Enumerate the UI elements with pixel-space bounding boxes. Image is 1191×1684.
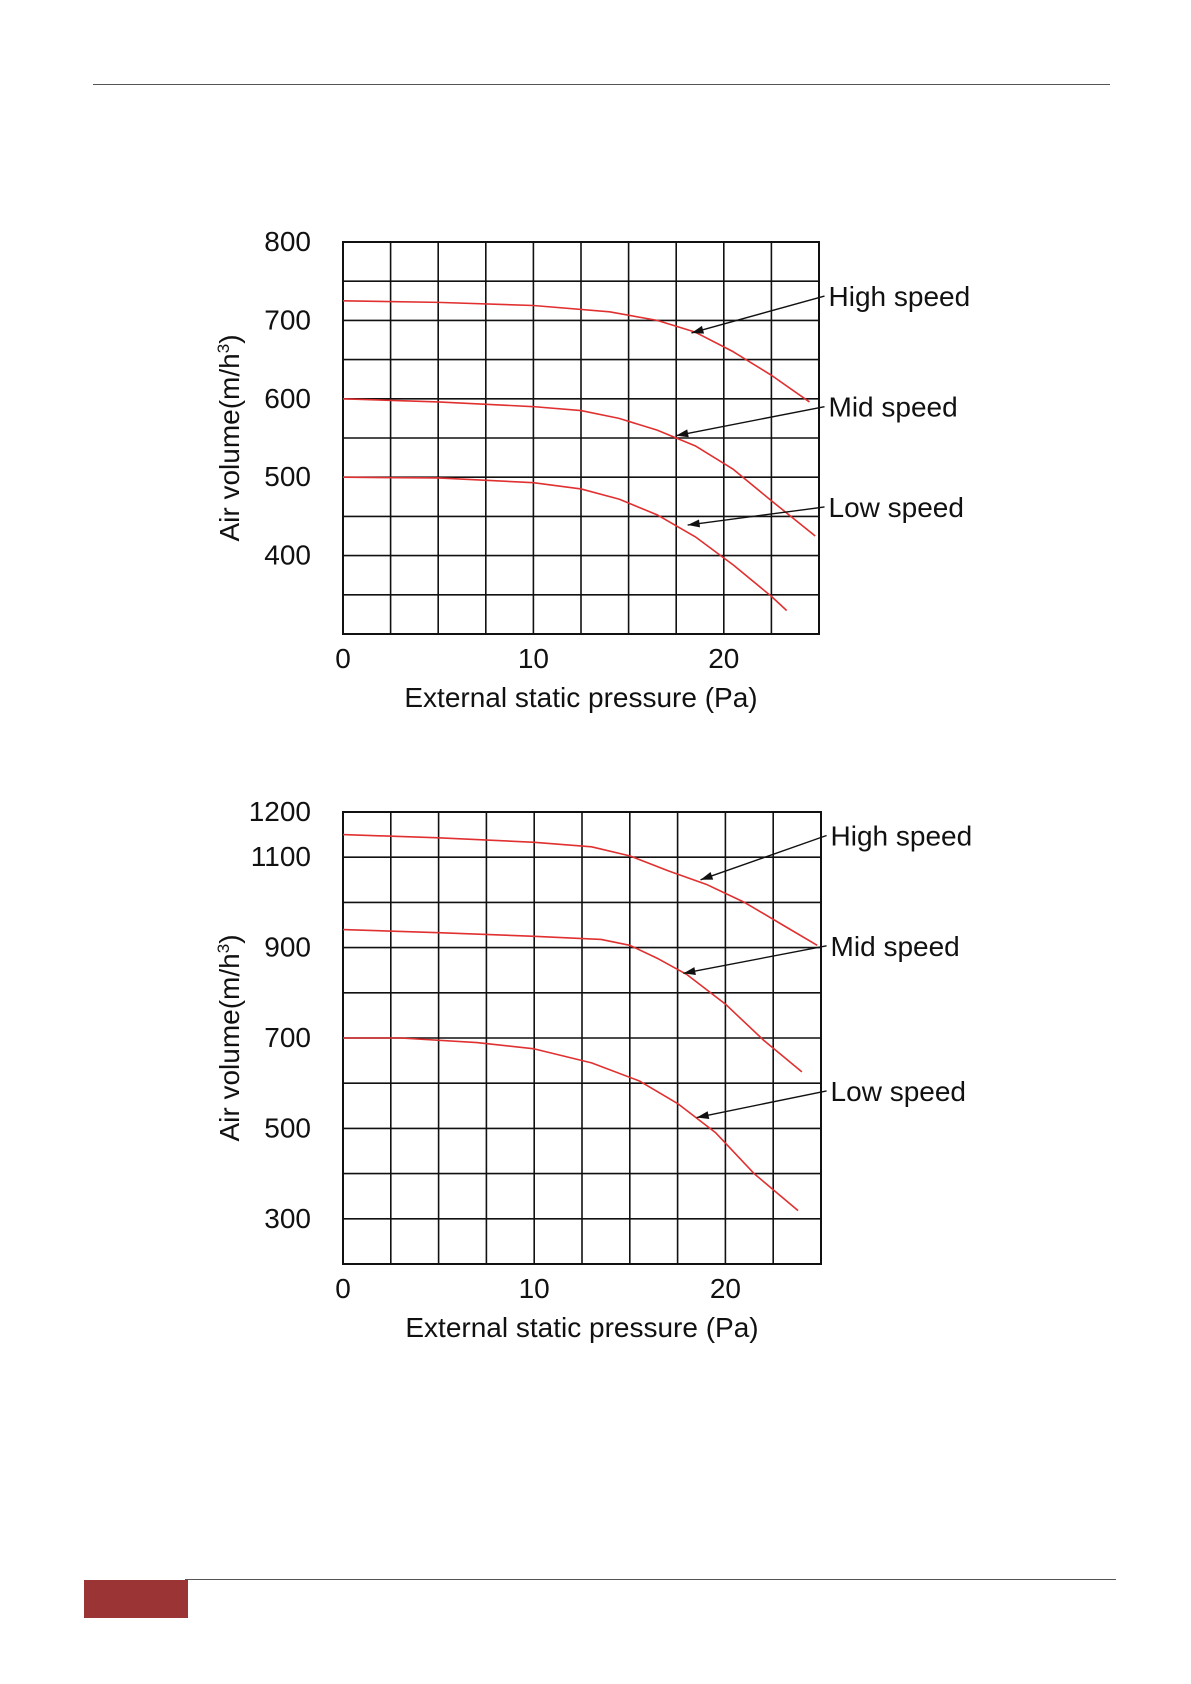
y-tick-label: 300: [264, 1203, 311, 1234]
air-volume-chart-2: 300 500 700 900 1100 1200 0 10 20 External static…: [214, 796, 973, 1343]
y-tick-label: 600: [264, 383, 311, 414]
annotation-leader: [683, 945, 827, 975]
x-axis-label: External static pressure (Pa): [405, 1312, 758, 1343]
x-tick-label: 10: [519, 1273, 550, 1304]
grid: [342, 241, 820, 635]
annotation-arrowhead: [700, 872, 714, 880]
x-tick-label: 10: [518, 643, 549, 674]
plot-frame: [342, 241, 820, 635]
y-axis-label-superscript: 3: [214, 944, 233, 953]
y-axis-label: Air volume(m/h3): [214, 334, 245, 541]
series-line-low-speed: [342, 476, 788, 612]
y-tick-label: 500: [264, 1112, 311, 1143]
series-line-high-speed: [342, 833, 818, 947]
y-axis-label-close: ): [214, 334, 245, 343]
x-axis-label: External static pressure (Pa): [404, 682, 757, 713]
y-tick-label: 400: [264, 540, 311, 571]
annotation-arrowhead: [696, 1111, 710, 1120]
y-axis-label-close: ): [214, 934, 245, 943]
x-tick-label: 0: [335, 643, 351, 674]
series-line-high-speed: [342, 300, 810, 403]
x-tick-label: 0: [335, 1273, 351, 1304]
annotation-leader: [691, 295, 825, 334]
y-axis-label-superscript: 3: [214, 344, 233, 353]
footer-rule: [185, 1579, 1116, 1580]
annotation-arrowhead: [676, 429, 689, 438]
annotation-label: Mid speed: [829, 392, 958, 423]
annotation-arrowhead: [683, 967, 696, 976]
annotation-leader: [676, 405, 825, 437]
annotation-arrowhead: [691, 325, 705, 334]
series-line-low-speed: [343, 1037, 799, 1212]
y-tick-label: 900: [264, 932, 311, 963]
series-line-mid-speed: [342, 928, 803, 1073]
annotation-leader: [696, 1090, 827, 1119]
y-axis-label-text: Air volume(m/h: [214, 353, 245, 541]
y-tick-label: 1100: [251, 841, 311, 872]
y-tick-label: 1200: [249, 796, 311, 827]
annotation-arrowhead: [687, 519, 701, 528]
y-axis-label-text: Air volume(m/h: [214, 953, 245, 1141]
header-rule: [93, 84, 1110, 85]
y-axis-label: Air volume(m/h3): [214, 934, 245, 1141]
x-tick-label: 20: [710, 1273, 741, 1304]
annotation-leader: [700, 834, 827, 881]
y-tick-label: 700: [264, 1022, 311, 1053]
annotation-label: High speed: [829, 281, 971, 312]
y-tick-label: 700: [264, 304, 311, 335]
air-volume-chart-1: 400 500 600 700 800 0 10 20 External static pres…: [214, 226, 971, 713]
y-tick-label: 500: [264, 461, 311, 492]
annotation-label: High speed: [831, 821, 973, 852]
x-tick-label: 20: [708, 643, 739, 674]
grid: [342, 811, 822, 1265]
y-tick-label: 800: [264, 226, 311, 257]
annotation-label: Mid speed: [831, 931, 960, 962]
annotation-label: Low speed: [831, 1076, 966, 1107]
footer-color-block: [84, 1580, 188, 1618]
annotation-leader: [687, 506, 825, 526]
annotation-label: Low speed: [829, 492, 964, 523]
series-line-mid-speed: [342, 398, 816, 537]
